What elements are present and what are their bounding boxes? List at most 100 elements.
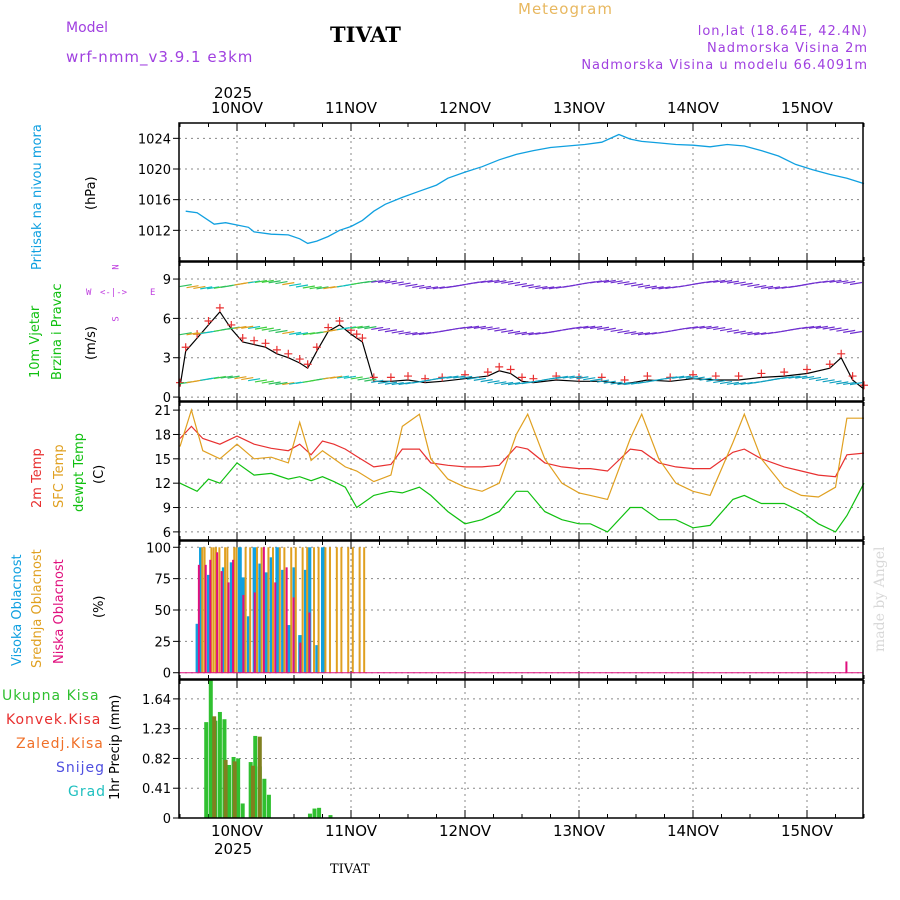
wind-direction-arrow [384,329,397,333]
wind-direction-arrow [678,375,692,379]
cloud-bar [229,562,234,673]
cloud-bar [207,574,211,673]
wind-direction-arrow [179,332,192,336]
day-label-bottom: 14NOV [667,822,720,840]
wind-direction-arrow [637,284,651,288]
precip-bar [208,679,213,818]
wind-direction-arrow [487,327,500,331]
wind-direction-arrow [624,331,637,335]
cloud-bar [221,567,226,673]
cloud-bar [363,547,366,673]
wind-direction-arrow [466,325,480,329]
y-tick-label: 0.82 [142,752,171,767]
wind-direction-arrow [248,378,261,382]
wind-direction-arrow [624,282,637,286]
precip-conv-label: Konvek.Kisa [6,712,102,728]
cloud-bar [260,547,263,673]
wind-direction-arrow [206,286,220,290]
wind-gust-marker [386,373,395,382]
temperature-line-0 [179,425,865,478]
wind-direction-arrow [583,377,596,381]
precip-freezing-label: Zaledj.Kisa [16,736,104,752]
wind-direction-arrow [651,286,664,290]
wind-direction-arrow [295,284,309,288]
cloud-bar [351,547,354,673]
wind-direction-arrow [726,381,739,385]
day-label-top: 11NOV [325,99,378,117]
y-tick-label: 1024 [138,132,171,147]
cloud-bar [203,547,206,673]
wind-direction-arrow [350,376,363,380]
cloud-bar [264,572,268,673]
cloud-bar [216,552,219,673]
precip-bar [307,813,312,818]
compass-w: W [86,288,92,298]
wind-direction-arrow [494,328,507,332]
day-label-top: 10NOV [211,99,264,117]
wind-direction-arrow [808,376,822,381]
wind-gust-marker [780,368,789,377]
wind-direction-arrow [740,282,753,286]
cloud-bar [262,547,265,673]
wind-direction-arrow [713,279,726,283]
wind-direction-arrow [733,281,746,285]
wind-direction-arrow [193,285,206,290]
wind-gust-marker [734,372,743,381]
cloud-bar [335,547,338,673]
wind-direction-arrow [261,279,274,283]
wind-gust-marker [495,362,504,371]
y-tick-label: 1.64 [142,693,171,708]
wind-direction-arrow [405,331,418,336]
wind-direction-arrow [398,282,411,286]
wind-direction-arrow [774,286,787,290]
y-tick-label: 1016 [138,194,171,209]
wind-direction-arrow [460,325,473,330]
wind-direction-arrow [596,279,610,283]
wind-direction-arrow [507,330,521,334]
precip-bar [236,758,241,818]
precip-bar [212,716,217,818]
wind-direction-arrow [726,329,739,333]
wind-direction-arrow [309,286,322,290]
wind-direction-arrow [371,379,384,383]
y-tick-label: 0 [163,812,171,827]
wind-direction-arrow [719,279,733,284]
wind-direction-arrow [836,381,849,385]
wind-direction-arrow [384,381,397,385]
wind-direction-arrow [754,332,767,336]
y-tick-label: 1020 [138,163,171,178]
wind-direction-arrow [179,284,192,288]
wind-gust-marker [176,378,184,387]
wind-direction-arrow [248,325,261,330]
wind-speed-line [179,310,865,390]
cloud-bar [285,567,288,673]
wind-direction-arrow [391,381,404,386]
year-top: 2025 [214,84,253,102]
wind-direction-arrow [186,285,199,289]
model-label: Model [66,20,109,36]
wind-direction-arrow [542,286,555,290]
precip-bar [227,764,232,818]
wind-gust-marker [284,349,293,358]
wind-direction-arrow [377,279,391,284]
cloud-bar [269,557,274,673]
wind-direction-arrow [432,286,445,290]
cloud-bar [218,547,221,673]
wind-direction-arrow [261,380,274,384]
cloud-bar [315,645,320,673]
wind-direction-arrow [795,375,808,379]
y-tick-label: 21 [154,404,171,419]
wind-direction-arrow [302,332,315,336]
y-tick-label: 1012 [138,224,171,239]
wind-direction-arrow [822,379,835,383]
wind-direction-arrow [268,280,281,284]
wind-direction-arrow [439,376,452,380]
cloud-bar [232,559,235,673]
cloud-bar [358,547,361,673]
precip-total-label: Ukupna Kisa [2,688,100,704]
wind-direction-arrow [343,326,356,330]
wind-direction-arrow [234,376,247,380]
wind-direction-arrow [377,380,391,385]
wind-direction-arrow [692,325,705,329]
